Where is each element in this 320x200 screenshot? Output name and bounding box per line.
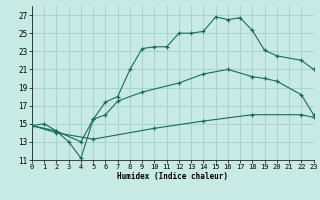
X-axis label: Humidex (Indice chaleur): Humidex (Indice chaleur): [117, 172, 228, 181]
